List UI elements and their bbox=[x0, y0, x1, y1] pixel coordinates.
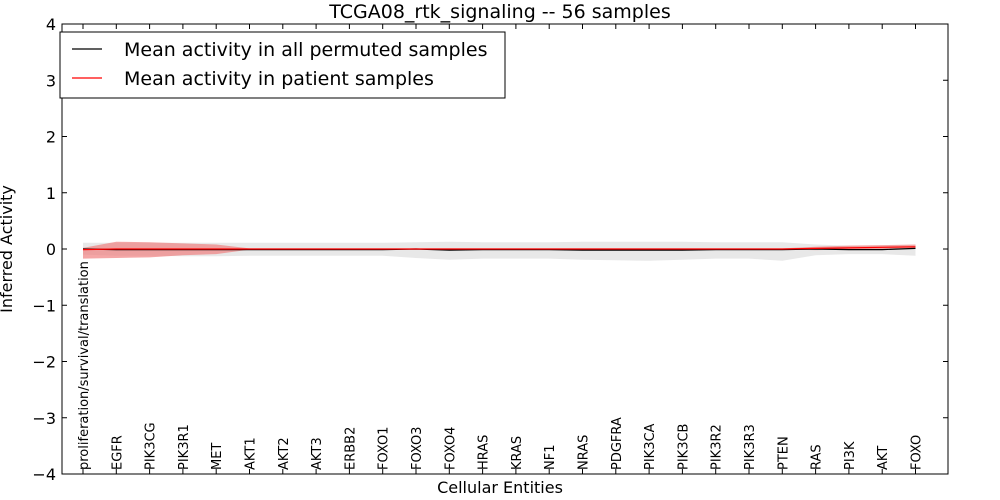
x-tick-label: MET bbox=[210, 443, 225, 470]
x-tick-label: PIK3R3 bbox=[743, 424, 758, 470]
legend-label-permuted: Mean activity in all permuted samples bbox=[124, 39, 487, 61]
x-tick-label: PIK3CA bbox=[643, 423, 658, 470]
x-tick-label: FOXO1 bbox=[377, 427, 392, 470]
x-tick-label: PIK3R2 bbox=[710, 424, 725, 470]
y-axis: −4 −3 −2 −1 0 1 2 3 4 bbox=[32, 15, 948, 484]
x-tick-label: proliferation/survival/translation bbox=[77, 261, 92, 470]
x-tick-label: AKT3 bbox=[310, 437, 325, 470]
legend-box bbox=[59, 31, 506, 99]
y-tick-label: −4 bbox=[32, 465, 56, 484]
x-tick-label: EGFR bbox=[110, 435, 125, 470]
x-axis-title: Cellular Entities bbox=[437, 478, 563, 497]
y-tick-label: 4 bbox=[46, 15, 56, 34]
x-tick-label: PDGFRA bbox=[610, 417, 625, 470]
y-tick-label: −1 bbox=[32, 296, 56, 315]
x-tick-label: AKT bbox=[876, 446, 891, 470]
x-tick-label: NF1 bbox=[543, 445, 558, 470]
x-tick-label: PIK3R1 bbox=[177, 424, 192, 470]
x-axis: proliferation/survival/translation EGFR PI… bbox=[77, 24, 925, 474]
y-tick-label: 2 bbox=[46, 128, 56, 147]
chart-title: TCGA08_rtk_signaling -- 56 samples bbox=[328, 1, 671, 23]
x-tick-label: HRAS bbox=[477, 435, 492, 470]
x-tick-label: RAS bbox=[810, 444, 825, 470]
x-tick-label: AKT2 bbox=[277, 437, 292, 470]
y-tick-label: 3 bbox=[46, 71, 56, 90]
x-tick-label: FOXO3 bbox=[410, 427, 425, 470]
x-tick-label: FOXO bbox=[910, 435, 925, 470]
bands-layer bbox=[83, 241, 916, 261]
x-tick-label: AKT1 bbox=[244, 437, 259, 470]
band-permuted bbox=[83, 241, 916, 261]
band-patient bbox=[83, 241, 916, 259]
x-tick-label: ERBB2 bbox=[343, 427, 358, 470]
x-tick-label: PIK3CG bbox=[144, 422, 159, 470]
x-tick-label: PIK3CB bbox=[676, 424, 691, 470]
x-tick-label: PTEN bbox=[776, 436, 791, 470]
y-axis-title: Inferred Activity bbox=[0, 185, 16, 313]
lines-layer bbox=[82, 246, 916, 251]
y-tick-label: −3 bbox=[32, 409, 56, 428]
x-tick-label: NRAS bbox=[577, 435, 592, 470]
y-tick-label: 1 bbox=[46, 184, 56, 203]
legend: Mean activity in all permuted samples Me… bbox=[59, 31, 506, 99]
legend-label-patient: Mean activity in patient samples bbox=[124, 68, 434, 90]
y-tick-label: −2 bbox=[32, 353, 56, 372]
x-tick-label: FOXO4 bbox=[443, 427, 458, 470]
x-tick-label: PI3K bbox=[843, 441, 858, 470]
y-tick-label: 0 bbox=[46, 240, 56, 259]
series-line-patient bbox=[82, 246, 916, 251]
x-tick-label: KRAS bbox=[510, 436, 525, 470]
